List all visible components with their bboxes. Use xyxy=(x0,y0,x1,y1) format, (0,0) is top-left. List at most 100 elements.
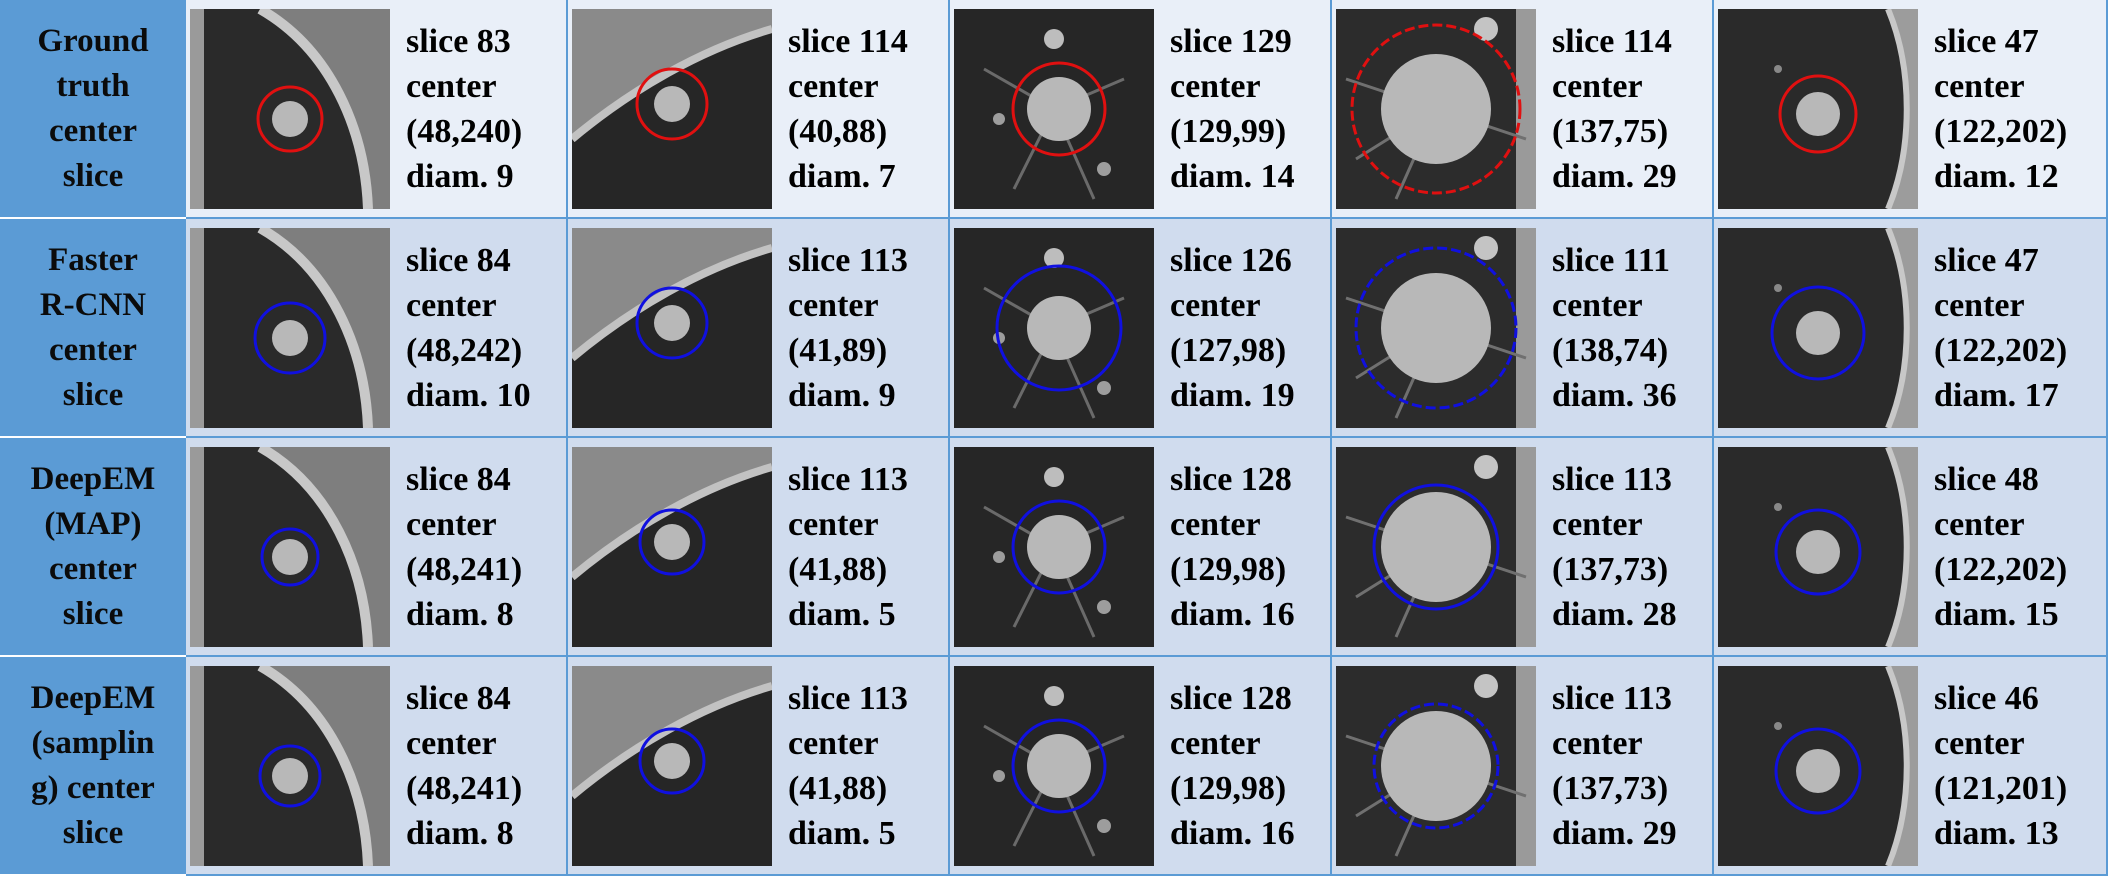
detection-circle xyxy=(1011,718,1107,813)
info-slice: slice 48 xyxy=(1934,460,2039,498)
ct-scan-image xyxy=(1336,8,1536,209)
info-center: (48,241) xyxy=(406,769,523,807)
info-diam: diam. 10 xyxy=(406,376,531,414)
detection-info: slice 46 center (121,201) diam. 13 xyxy=(1934,676,2106,856)
result-cell: slice 113 center (41,88) diam. 5 xyxy=(568,438,950,657)
ct-scan-image xyxy=(1336,665,1536,866)
nodule xyxy=(1796,529,1840,574)
info-diam: diam. 28 xyxy=(1552,595,1677,633)
info-slice: slice 128 xyxy=(1170,460,1292,498)
row-label: Faster R-CNN center slice xyxy=(0,219,186,438)
info-center: (138,74) xyxy=(1552,331,1669,369)
detection-circle xyxy=(1372,483,1500,610)
info-diam: diam. 8 xyxy=(406,814,514,852)
info-center: (122,202) xyxy=(1934,331,2068,369)
detection-circle xyxy=(1778,74,1858,153)
nodule xyxy=(1027,76,1091,141)
detection-circle xyxy=(260,527,320,586)
ct-scan-image xyxy=(1718,8,1918,209)
detection-info: slice 113 center (41,89) diam. 9 xyxy=(788,238,948,418)
nodule xyxy=(1027,514,1091,579)
result-cell: slice 113 center (137,73) diam. 29 xyxy=(1332,657,1714,876)
detection-circle xyxy=(1011,61,1107,156)
info-center-label: center xyxy=(406,505,497,543)
nodule xyxy=(272,100,308,137)
result-cell: slice 48 center (122,202) diam. 15 xyxy=(1714,438,2108,657)
detection-circle xyxy=(1372,702,1500,829)
detection-circle xyxy=(1774,727,1862,814)
ct-scan-image xyxy=(190,227,390,428)
info-center-label: center xyxy=(406,724,497,762)
info-center-label: center xyxy=(1934,724,2025,762)
info-slice: slice 128 xyxy=(1170,679,1292,717)
result-cell: slice 84 center (48,241) diam. 8 xyxy=(186,657,568,876)
result-cell: slice 46 center (121,201) diam. 13 xyxy=(1714,657,2108,876)
result-cell: slice 111 center (138,74) diam. 36 xyxy=(1332,219,1714,438)
detection-circle xyxy=(256,85,324,152)
info-slice: slice 84 xyxy=(406,460,511,498)
ct-scan-image xyxy=(954,227,1154,428)
result-cell: slice 47 center (122,202) diam. 17 xyxy=(1714,219,2108,438)
result-cell: slice 128 center (129,98) diam. 16 xyxy=(950,438,1332,657)
info-center-label: center xyxy=(1552,505,1643,543)
result-cell: slice 114 center (137,75) diam. 29 xyxy=(1332,0,1714,219)
info-center-label: center xyxy=(788,724,879,762)
info-center: (137,75) xyxy=(1552,112,1669,150)
ct-scan-image xyxy=(1718,665,1918,866)
info-center-label: center xyxy=(1552,286,1643,324)
detection-info: slice 84 center (48,241) diam. 8 xyxy=(406,676,566,856)
info-diam: diam. 17 xyxy=(1934,376,2059,414)
info-diam: diam. 12 xyxy=(1934,157,2059,195)
info-slice: slice 129 xyxy=(1170,22,1292,60)
info-center-label: center xyxy=(788,67,879,105)
result-cell: slice 83 center (48,240) diam. 9 xyxy=(186,0,568,219)
result-cell: slice 126 center (127,98) diam. 19 xyxy=(950,219,1332,438)
detection-info: slice 84 center (48,242) diam. 10 xyxy=(406,238,566,418)
detection-circle xyxy=(253,301,327,374)
nodule xyxy=(654,523,690,560)
nodule xyxy=(654,304,690,341)
info-center-label: center xyxy=(788,505,879,543)
info-center-label: center xyxy=(1934,505,2025,543)
ct-scan-image xyxy=(1336,446,1536,647)
detection-info: slice 111 center (138,74) diam. 36 xyxy=(1552,238,1712,418)
nodule xyxy=(654,742,690,779)
nodule xyxy=(1381,491,1491,602)
info-center: (41,89) xyxy=(788,331,888,369)
detection-circle xyxy=(995,264,1123,391)
ct-scan-image xyxy=(572,665,772,866)
detection-info: slice 129 center (129,99) diam. 14 xyxy=(1170,19,1330,199)
detection-info: slice 84 center (48,241) diam. 8 xyxy=(406,457,566,637)
info-center: (122,202) xyxy=(1934,550,2068,588)
info-slice: slice 126 xyxy=(1170,241,1292,279)
info-slice: slice 113 xyxy=(788,460,908,498)
result-cell: slice 113 center (41,89) diam. 9 xyxy=(568,219,950,438)
info-center: (121,201) xyxy=(1934,769,2068,807)
nodule xyxy=(1381,272,1491,383)
info-center-label: center xyxy=(1170,724,1261,762)
info-slice: slice 84 xyxy=(406,241,511,279)
row-label: DeepEM (MAP) center slice xyxy=(0,438,186,657)
info-slice: slice 84 xyxy=(406,679,511,717)
nodule xyxy=(1796,310,1840,355)
row-label: DeepEM (samplin g) center slice xyxy=(0,657,186,876)
nodule xyxy=(1381,53,1491,164)
info-center-label: center xyxy=(1934,67,2025,105)
result-cell: slice 84 center (48,241) diam. 8 xyxy=(186,438,568,657)
nodule xyxy=(1027,733,1091,798)
info-center: (40,88) xyxy=(788,112,888,150)
detection-info: slice 113 center (137,73) diam. 28 xyxy=(1552,457,1712,637)
info-center: (41,88) xyxy=(788,769,888,807)
ct-scan-image xyxy=(1718,446,1918,647)
info-center-label: center xyxy=(1934,286,2025,324)
info-diam: diam. 8 xyxy=(406,595,514,633)
info-diam: diam. 7 xyxy=(788,157,896,195)
detection-circle xyxy=(1350,23,1522,194)
nodule xyxy=(1027,295,1091,360)
info-diam: diam. 29 xyxy=(1552,157,1677,195)
nodule xyxy=(654,85,690,122)
nodule xyxy=(272,538,308,575)
info-diam: diam. 16 xyxy=(1170,814,1295,852)
row-label: Ground truth center slice xyxy=(0,0,186,219)
